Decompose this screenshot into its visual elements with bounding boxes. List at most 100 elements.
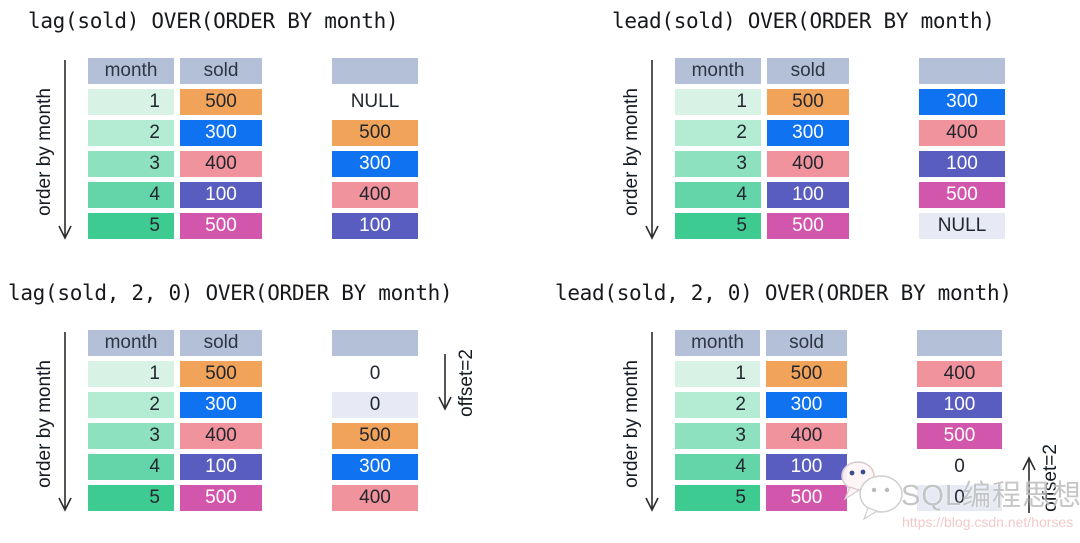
result-cell: 500: [919, 182, 1005, 208]
result-cell: 0: [917, 485, 1002, 511]
month-cell: 5: [88, 213, 174, 239]
sold-cell: 500: [180, 213, 262, 239]
offset-label: offset=2: [456, 349, 478, 417]
column-header-month: month: [675, 330, 760, 356]
column-header-sold: sold: [180, 58, 262, 84]
sold-cell: 300: [767, 120, 849, 146]
result-cell: 400: [919, 120, 1005, 146]
month-cell: 5: [675, 485, 760, 511]
result-column: 300 400 100 500 NULL: [919, 58, 1005, 244]
result-cell: 500: [332, 423, 418, 449]
month-cell: 3: [88, 151, 174, 177]
month-cell: 4: [675, 454, 760, 480]
month-cell: 1: [675, 361, 760, 387]
result-cell: 400: [332, 485, 418, 511]
month-cell: 1: [88, 89, 174, 115]
sold-column: sold 500 300 400 100 500: [180, 58, 262, 244]
month-cell: 1: [88, 361, 174, 387]
month-cell: 2: [675, 392, 760, 418]
offset-up-arrow-icon: [1022, 456, 1036, 513]
order-by-month-label: order by month: [34, 88, 56, 216]
result-header: [917, 330, 1002, 356]
month-cell: 4: [675, 182, 761, 208]
column-header-month: month: [88, 330, 174, 356]
month-cell: 5: [675, 213, 761, 239]
result-cell: 100: [919, 151, 1005, 177]
result-cell: 0: [954, 456, 965, 477]
panel-title: lead(sold, 2, 0) OVER(ORDER BY month): [555, 281, 1012, 305]
order-axis-label-wrap: order by month: [34, 330, 56, 518]
offset-down-arrow-icon: [438, 354, 452, 411]
month-column: month 1 2 3 4 5: [675, 58, 761, 244]
sold-cell: 500: [180, 485, 262, 511]
order-direction-down-arrow-icon: [58, 60, 72, 240]
order-by-month-label: order by month: [621, 88, 643, 216]
month-cell: 4: [88, 182, 174, 208]
sold-column: sold 500 300 400 100 500: [767, 58, 849, 244]
result-cell: 500: [917, 423, 1002, 449]
result-cell: 300: [332, 454, 418, 480]
month-column: month 1 2 3 4 5: [88, 58, 174, 244]
result-header: [332, 330, 418, 356]
order-by-month-label: order by month: [621, 360, 643, 488]
panel-lead-simple: lead(sold) OVER(ORDER BY month) order by…: [540, 0, 1080, 272]
month-cell: 2: [675, 120, 761, 146]
sold-cell: 400: [180, 423, 262, 449]
result-cell: 100: [332, 213, 418, 239]
result-column: 0 0 500 300 400: [332, 330, 418, 516]
month-cell: 3: [675, 423, 760, 449]
order-by-month-label: order by month: [34, 360, 56, 488]
panel-title: lead(sold) OVER(ORDER BY month): [612, 9, 995, 33]
sold-cell: 500: [767, 213, 849, 239]
sold-cell: 400: [180, 151, 262, 177]
month-cell: 4: [88, 454, 174, 480]
month-cell: 2: [88, 392, 174, 418]
offset-label: offset=2: [1040, 444, 1062, 512]
panel-title: lag(sold) OVER(ORDER BY month): [28, 9, 399, 33]
column-header-month: month: [88, 58, 174, 84]
result-cell: 400: [917, 361, 1002, 387]
month-column: month 1 2 3 4 5: [88, 330, 174, 516]
order-direction-down-arrow-icon: [58, 332, 72, 512]
sold-cell: 100: [180, 182, 262, 208]
result-cell: 300: [332, 151, 418, 177]
sold-cell: 500: [180, 89, 262, 115]
sold-cell: 300: [180, 392, 262, 418]
order-direction-down-arrow-icon: [645, 60, 659, 240]
result-cell: NULL: [350, 91, 400, 112]
month-cell: 2: [88, 120, 174, 146]
month-column: month 1 2 3 4 5: [675, 330, 760, 516]
column-header-sold: sold: [765, 330, 848, 356]
column-header-sold: sold: [180, 330, 262, 356]
sold-column: sold 500 300 400 100 500: [180, 330, 262, 516]
sold-cell: 500: [767, 89, 849, 115]
month-cell: 5: [88, 485, 174, 511]
sold-cell: 100: [767, 182, 849, 208]
result-cell: 500: [332, 120, 418, 146]
sold-cell: 300: [765, 392, 848, 418]
result-cell: 400: [332, 182, 418, 208]
sold-cell: 100: [765, 454, 848, 480]
panel-title: lag(sold, 2, 0) OVER(ORDER BY month): [8, 281, 453, 305]
sold-cell: 400: [767, 151, 849, 177]
order-direction-down-arrow-icon: [645, 332, 659, 512]
sold-cell: 500: [765, 485, 848, 511]
order-axis-label-wrap: order by month: [621, 58, 643, 246]
result-header: [332, 58, 418, 84]
month-cell: 3: [88, 423, 174, 449]
sold-cell: 400: [765, 423, 848, 449]
sold-cell: 500: [765, 361, 848, 387]
result-column: NULL 500 300 400 100: [332, 58, 418, 244]
result-cell: 0: [369, 363, 381, 384]
offset-annotation: offset=2: [1020, 330, 1080, 530]
offset-annotation: offset=2: [436, 330, 496, 530]
order-axis-label-wrap: order by month: [34, 58, 56, 246]
result-cell: 0: [332, 392, 418, 418]
month-cell: 1: [675, 89, 761, 115]
result-column: 400 100 500 0 0: [917, 330, 1002, 516]
sold-cell: 100: [180, 454, 262, 480]
sold-cell: 300: [180, 120, 262, 146]
result-cell: 100: [917, 392, 1002, 418]
month-cell: 3: [675, 151, 761, 177]
